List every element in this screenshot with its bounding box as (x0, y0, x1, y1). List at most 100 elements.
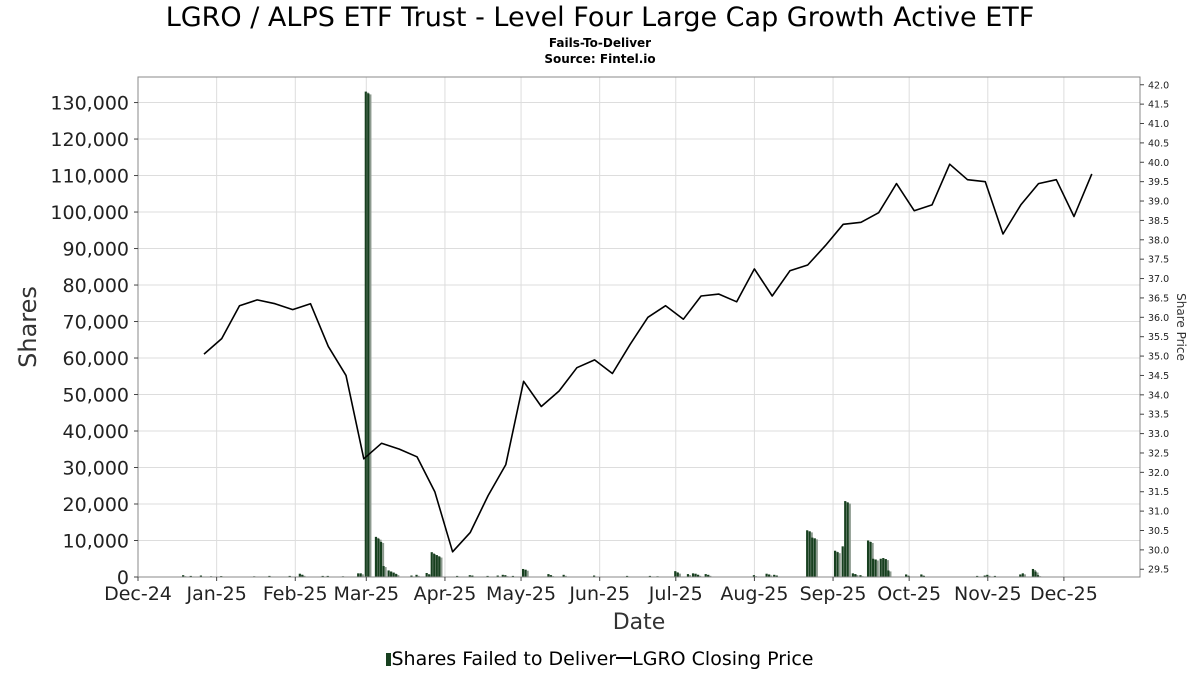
fails-bar-shadow (384, 567, 387, 577)
fails-bar (199, 575, 203, 577)
fails-bar (430, 552, 433, 577)
fails-bar (907, 575, 910, 577)
y2-tick-label: 30.0 (1148, 545, 1169, 556)
fails-bar (905, 574, 908, 577)
fails-bar (879, 558, 882, 577)
fails-bar (813, 538, 816, 577)
fails-bar (806, 530, 809, 577)
fails-bar-shadow (838, 553, 841, 577)
plot-frame (137, 76, 1141, 578)
y-tick-label: 100,000 (50, 202, 129, 224)
fails-bar (686, 574, 690, 577)
fails-bar (456, 575, 459, 577)
y-tick-label: 0 (117, 567, 129, 589)
fails-bar (521, 568, 525, 577)
legend-bar-label: Shares Failed to Deliver (391, 648, 617, 670)
fails-bar (438, 556, 441, 577)
fails-bar (811, 537, 814, 577)
fails-bar-shadow (382, 542, 385, 577)
y2-tick-label: 29.5 (1148, 565, 1169, 576)
x-tick-label: May-25 (486, 583, 556, 605)
y-tick-label: 60,000 (63, 348, 129, 370)
y2-tick-label: 30.5 (1148, 526, 1169, 537)
fails-bar-shadow (361, 574, 364, 577)
fails-bar (471, 575, 474, 577)
fails-bar (697, 574, 700, 577)
y2-tick-label: 33.0 (1148, 429, 1169, 440)
fails-bar (435, 555, 438, 577)
y2-tick-label: 32.5 (1148, 448, 1169, 459)
x-tick-label: Aug-25 (720, 583, 788, 605)
fails-bar (288, 575, 291, 577)
x-tick-label: Dec-24 (104, 583, 172, 605)
fails-bar (851, 573, 854, 577)
fails-bar (773, 574, 776, 577)
fails-bar (884, 559, 887, 577)
fails-bar-shadow (369, 94, 372, 578)
fails-bar-shadow (815, 539, 818, 577)
fails-bar (983, 575, 986, 577)
fails-bar-shadow (886, 560, 889, 577)
y2-tick-label: 42.0 (1148, 80, 1169, 91)
y-tick-label: 110,000 (50, 166, 129, 188)
y-tick-label: 40,000 (63, 421, 129, 443)
y-tick-label: 30,000 (63, 458, 129, 480)
fails-bar (425, 572, 428, 577)
chart-legend: Shares Failed to Deliver LGRO Closing Pri… (0, 647, 1200, 671)
fails-bar-shadow (876, 560, 879, 577)
fails-bar (854, 574, 857, 577)
fails-bar (549, 575, 553, 577)
fails-bar (648, 575, 652, 577)
fails-bar (189, 575, 192, 577)
chart-subtitle: Fails-To-Deliver (548, 36, 652, 50)
fails-bar (676, 572, 679, 577)
fails-bar (841, 546, 844, 577)
fails-bar (1031, 568, 1035, 577)
y-axis-title: Shares (14, 286, 42, 368)
y2-tick-label: 37.0 (1148, 274, 1169, 285)
fails-bar (415, 574, 418, 577)
fails-bar (377, 538, 380, 577)
fails-bar (496, 575, 499, 577)
y2-tick-label: 35.0 (1148, 352, 1169, 363)
legend-bar-swatch (386, 653, 392, 666)
fails-bar (707, 574, 710, 577)
fails-bar (433, 554, 436, 577)
fails-bar (387, 570, 390, 577)
fails-bar (859, 575, 862, 577)
y-tick-label: 10,000 (63, 531, 129, 553)
fails-bar (501, 574, 504, 577)
fails-bar (367, 93, 370, 578)
fails-bar-shadow (770, 575, 773, 577)
fails-to-deliver-chart: 0 10,000 20,000 30,000 40,000 50,000 60,000 70,… (14, 76, 1188, 635)
y2-tick-label: 32.0 (1148, 468, 1169, 479)
fails-bar (504, 575, 507, 577)
price-line (203, 163, 1093, 553)
fails-bar (874, 559, 877, 577)
fails-bar (1019, 574, 1022, 577)
fails-bar (182, 575, 185, 577)
y-tick-label: 70,000 (63, 312, 129, 334)
fails-bar (593, 575, 596, 577)
fails-bar (833, 550, 837, 577)
fails-bar (392, 572, 395, 577)
fails-bar (775, 575, 778, 577)
y-tick-label: 120,000 (50, 129, 129, 151)
fails-bar-shadow (988, 575, 991, 577)
fails-bar (887, 570, 890, 577)
fails-bar-shadow (440, 557, 443, 577)
fails-bar (1034, 571, 1037, 577)
fails-bar (625, 575, 629, 577)
x-tick-label: Jun-25 (568, 583, 630, 605)
y2-axis-title: Share Price (1174, 293, 1188, 361)
y-tick-label: 90,000 (63, 239, 129, 261)
legend-line-label: LGRO Closing Price (632, 648, 814, 670)
fails-bar (674, 571, 677, 577)
fails-bar-shadow (678, 573, 681, 577)
fails-bar (468, 575, 471, 577)
fails-bar-shadow (889, 571, 892, 577)
fails-bar (382, 566, 385, 577)
y2-tick-label: 31.0 (1148, 507, 1169, 518)
plot-area (138, 77, 1140, 577)
y2-tick-label: 38.0 (1148, 235, 1169, 246)
